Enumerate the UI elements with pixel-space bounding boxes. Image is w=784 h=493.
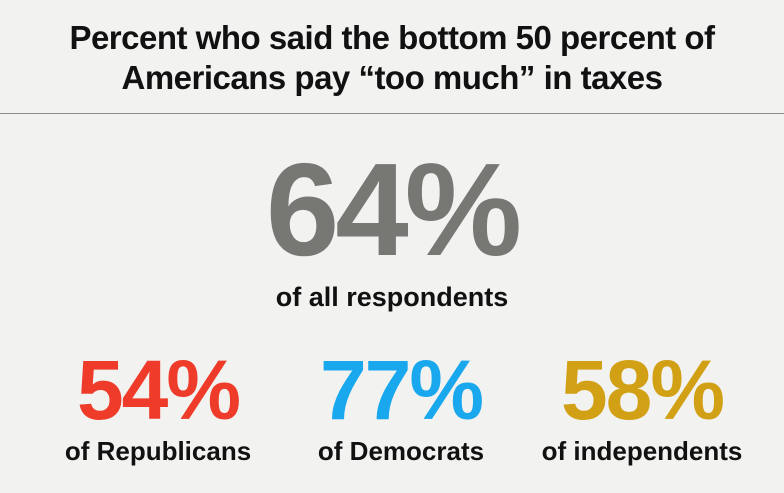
chart-header: Percent who said the bottom 50 percent o…: [0, 0, 784, 114]
overall-stat: 64% of all respondents: [0, 136, 784, 313]
republicans-label: of Republicans: [64, 436, 252, 466]
overall-label: of all respondents: [275, 282, 509, 312]
independents-value: 58%: [560, 343, 725, 437]
chart-title-line-1: Percent who said the bottom 50 percent o…: [69, 18, 715, 56]
republicans-stat: 54% of Republicans: [33, 348, 283, 467]
republicans-value: 54%: [76, 343, 241, 437]
chart-title-line-2: Americans pay “too much” in taxes: [121, 58, 663, 96]
independents-stat: 58% of independents: [517, 348, 767, 467]
democrats-label: of Democrats: [317, 436, 485, 466]
group-stats: 54% of Republicans 77% of Democrats 58% …: [0, 348, 784, 478]
overall-value: 64%: [265, 136, 522, 283]
democrats-value: 77%: [319, 343, 484, 437]
democrats-stat: 77% of Democrats: [276, 348, 526, 467]
independents-label: of independents: [541, 436, 743, 466]
